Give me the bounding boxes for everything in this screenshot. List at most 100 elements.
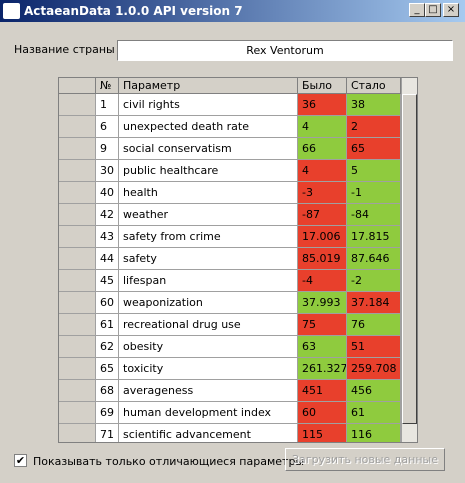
data-table: № Параметр Было Стало 1 civil rights 36 38 6 unex… bbox=[58, 77, 418, 443]
column-header: Параметр bbox=[119, 78, 298, 94]
param-name: civil rights bbox=[119, 94, 298, 116]
before-value: 60 bbox=[298, 402, 347, 424]
before-value: 36 bbox=[298, 94, 347, 116]
scroll-thumb[interactable] bbox=[402, 94, 417, 424]
row-number: 44 bbox=[96, 248, 119, 270]
column-header: Стало bbox=[347, 78, 401, 94]
row-number: 62 bbox=[96, 336, 119, 358]
before-value: -3 bbox=[298, 182, 347, 204]
before-value: 66 bbox=[298, 138, 347, 160]
param-name: safety bbox=[119, 248, 298, 270]
country-label: Название страны bbox=[14, 43, 115, 56]
before-value: 17.006 bbox=[298, 226, 347, 248]
row-header bbox=[59, 182, 96, 204]
param-name: scientific advancement bbox=[119, 424, 298, 442]
title-bar: ActaeanData 1.0.0 API version 7 bbox=[0, 0, 465, 22]
row-number: 61 bbox=[96, 314, 119, 336]
param-name: obesity bbox=[119, 336, 298, 358]
column-header: № bbox=[96, 78, 119, 94]
before-value: 4 bbox=[298, 160, 347, 182]
row-number: 40 bbox=[96, 182, 119, 204]
after-value: 61 bbox=[347, 402, 401, 424]
param-name: averageness bbox=[119, 380, 298, 402]
scrollbar[interactable] bbox=[401, 78, 417, 442]
after-value: -84 bbox=[347, 204, 401, 226]
row-header bbox=[59, 270, 96, 292]
row-header bbox=[59, 336, 96, 358]
row-number: 6 bbox=[96, 116, 119, 138]
after-value: 5 bbox=[347, 160, 401, 182]
after-value: 456 bbox=[347, 380, 401, 402]
param-name: health bbox=[119, 182, 298, 204]
after-value: 116 bbox=[347, 424, 401, 442]
after-value: 76 bbox=[347, 314, 401, 336]
after-value: 17.815 bbox=[347, 226, 401, 248]
filter-checkbox[interactable]: ✔ bbox=[14, 454, 27, 467]
row-header bbox=[59, 204, 96, 226]
row-number: 30 bbox=[96, 160, 119, 182]
row-number: 68 bbox=[96, 380, 119, 402]
after-value: 65 bbox=[347, 138, 401, 160]
after-value: -2 bbox=[347, 270, 401, 292]
before-value: 115 bbox=[298, 424, 347, 442]
filter-label: Показывать только отличающиеся параметры bbox=[33, 455, 305, 468]
row-header bbox=[59, 138, 96, 160]
param-name: public healthcare bbox=[119, 160, 298, 182]
before-value: 4 bbox=[298, 116, 347, 138]
row-header bbox=[59, 160, 96, 182]
param-name: recreational drug use bbox=[119, 314, 298, 336]
param-name: toxicity bbox=[119, 358, 298, 380]
param-name: social conservatism bbox=[119, 138, 298, 160]
row-header bbox=[59, 94, 96, 116]
minimize-button[interactable]: _ bbox=[409, 3, 425, 17]
param-name: unexpected death rate bbox=[119, 116, 298, 138]
row-header bbox=[59, 292, 96, 314]
country-input[interactable]: Rex Ventorum bbox=[117, 40, 453, 61]
param-name: lifespan bbox=[119, 270, 298, 292]
row-number: 1 bbox=[96, 94, 119, 116]
row-number: 42 bbox=[96, 204, 119, 226]
before-value: 451 bbox=[298, 380, 347, 402]
row-number: 69 bbox=[96, 402, 119, 424]
maximize-button[interactable]: □ bbox=[425, 3, 441, 17]
before-value: -4 bbox=[298, 270, 347, 292]
app-icon bbox=[3, 3, 20, 19]
close-button[interactable]: × bbox=[443, 3, 459, 17]
row-header bbox=[59, 424, 96, 442]
after-value: 51 bbox=[347, 336, 401, 358]
param-name: safety from crime bbox=[119, 226, 298, 248]
after-value: -1 bbox=[347, 182, 401, 204]
before-value: 63 bbox=[298, 336, 347, 358]
row-header bbox=[59, 380, 96, 402]
after-value: 87.646 bbox=[347, 248, 401, 270]
after-value: 37.184 bbox=[347, 292, 401, 314]
row-number: 45 bbox=[96, 270, 119, 292]
before-value: 261.327 bbox=[298, 358, 347, 380]
row-header bbox=[59, 116, 96, 138]
row-number: 65 bbox=[96, 358, 119, 380]
header-corner bbox=[59, 78, 96, 94]
param-name: weather bbox=[119, 204, 298, 226]
load-button[interactable]: Загрузить новые данные bbox=[285, 448, 445, 471]
param-name: weaponization bbox=[119, 292, 298, 314]
row-number: 9 bbox=[96, 138, 119, 160]
row-number: 43 bbox=[96, 226, 119, 248]
window-title: ActaeanData 1.0.0 API version 7 bbox=[24, 4, 243, 18]
row-header bbox=[59, 248, 96, 270]
before-value: -87 bbox=[298, 204, 347, 226]
before-value: 75 bbox=[298, 314, 347, 336]
row-header bbox=[59, 358, 96, 380]
after-value: 38 bbox=[347, 94, 401, 116]
row-header bbox=[59, 226, 96, 248]
row-number: 60 bbox=[96, 292, 119, 314]
after-value: 2 bbox=[347, 116, 401, 138]
column-header: Было bbox=[298, 78, 347, 94]
after-value: 259.708 bbox=[347, 358, 401, 380]
row-header bbox=[59, 314, 96, 336]
before-value: 37.993 bbox=[298, 292, 347, 314]
param-name: human development index bbox=[119, 402, 298, 424]
before-value: 85.019 bbox=[298, 248, 347, 270]
row-header bbox=[59, 402, 96, 424]
row-number: 71 bbox=[96, 424, 119, 442]
